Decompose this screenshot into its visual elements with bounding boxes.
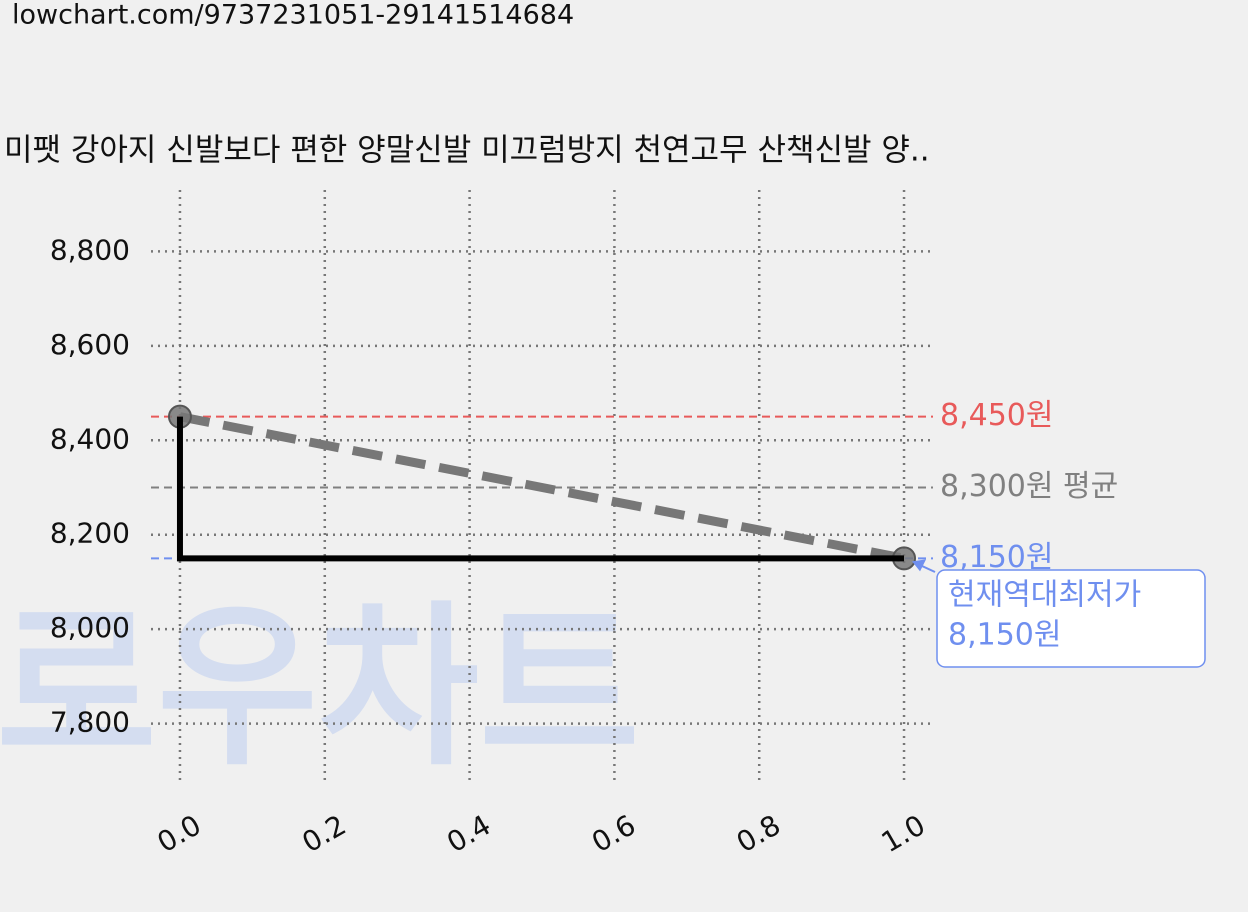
watermark: 로우차트	[0, 587, 640, 790]
y-tick-label: 8,400	[50, 422, 130, 455]
chart-title: 미팻 강아지 신발보다 편한 양말신발 미끄럼방지 천연고무 산책신발 양..	[4, 133, 930, 169]
x-tick-label: 0.8	[731, 808, 786, 859]
y-tick-label: 8,600	[50, 328, 130, 361]
reference-label: 8,150원	[940, 540, 1053, 575]
line	[176, 416, 905, 562]
y-tick-label: 7,800	[50, 706, 130, 739]
annotation-text: 8,150원	[948, 618, 1061, 653]
y-tick-label: 8,800	[50, 233, 130, 266]
x-tick-label: 0.4	[441, 808, 496, 859]
annotation-box	[936, 569, 1206, 668]
reference-label: 8,450원	[940, 398, 1053, 433]
line	[179, 412, 905, 563]
annotation-text: 현재역대최저가	[948, 578, 1141, 613]
x-tick-label: 1.0	[876, 808, 931, 859]
y-tick-label: 8,200	[50, 517, 130, 550]
x-tick-label: 0.0	[152, 808, 207, 859]
y-tick-label: 8,000	[50, 611, 130, 644]
annotation-arrowhead	[912, 559, 927, 572]
x-tick-label: 0.6	[586, 808, 641, 859]
reference-label: 8,300원 평균	[940, 469, 1118, 504]
url: lowchart.com/9737231051-29141514684	[12, 0, 574, 31]
x-tick-label: 0.2	[296, 808, 351, 859]
